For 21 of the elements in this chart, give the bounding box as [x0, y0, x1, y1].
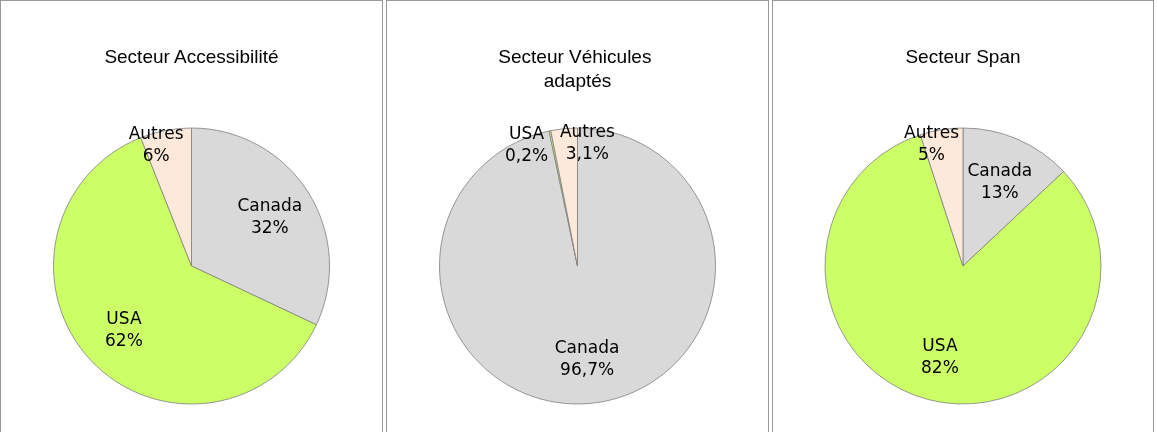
data-label: 32% — [250, 217, 289, 238]
slice-label: USA — [922, 334, 958, 355]
slice-label: USA — [106, 308, 142, 329]
slice-label: Canada — [237, 195, 303, 216]
chart-title: Secteur Véhicules adaptés — [498, 45, 657, 91]
slice-label: Autres — [128, 122, 184, 143]
data-label: 13% — [980, 181, 1019, 202]
slice-label: Autres — [559, 121, 616, 142]
chart-title: Secteur Span — [905, 45, 1021, 67]
data-label: 82% — [921, 356, 959, 377]
data-label: 5% — [918, 144, 946, 165]
slice-label: USA — [509, 123, 545, 144]
slice-label: Canada — [554, 337, 620, 358]
chart-title: Secteur Accessibilité — [104, 45, 279, 67]
data-label: 96,7% — [560, 359, 615, 380]
data-label: 3,1% — [565, 143, 609, 164]
slice-label: Canada — [967, 159, 1033, 180]
slice-label: Autres — [904, 122, 960, 143]
data-label: 6% — [142, 144, 170, 165]
data-label: 62% — [105, 330, 143, 351]
data-label: 0,2% — [505, 145, 549, 166]
